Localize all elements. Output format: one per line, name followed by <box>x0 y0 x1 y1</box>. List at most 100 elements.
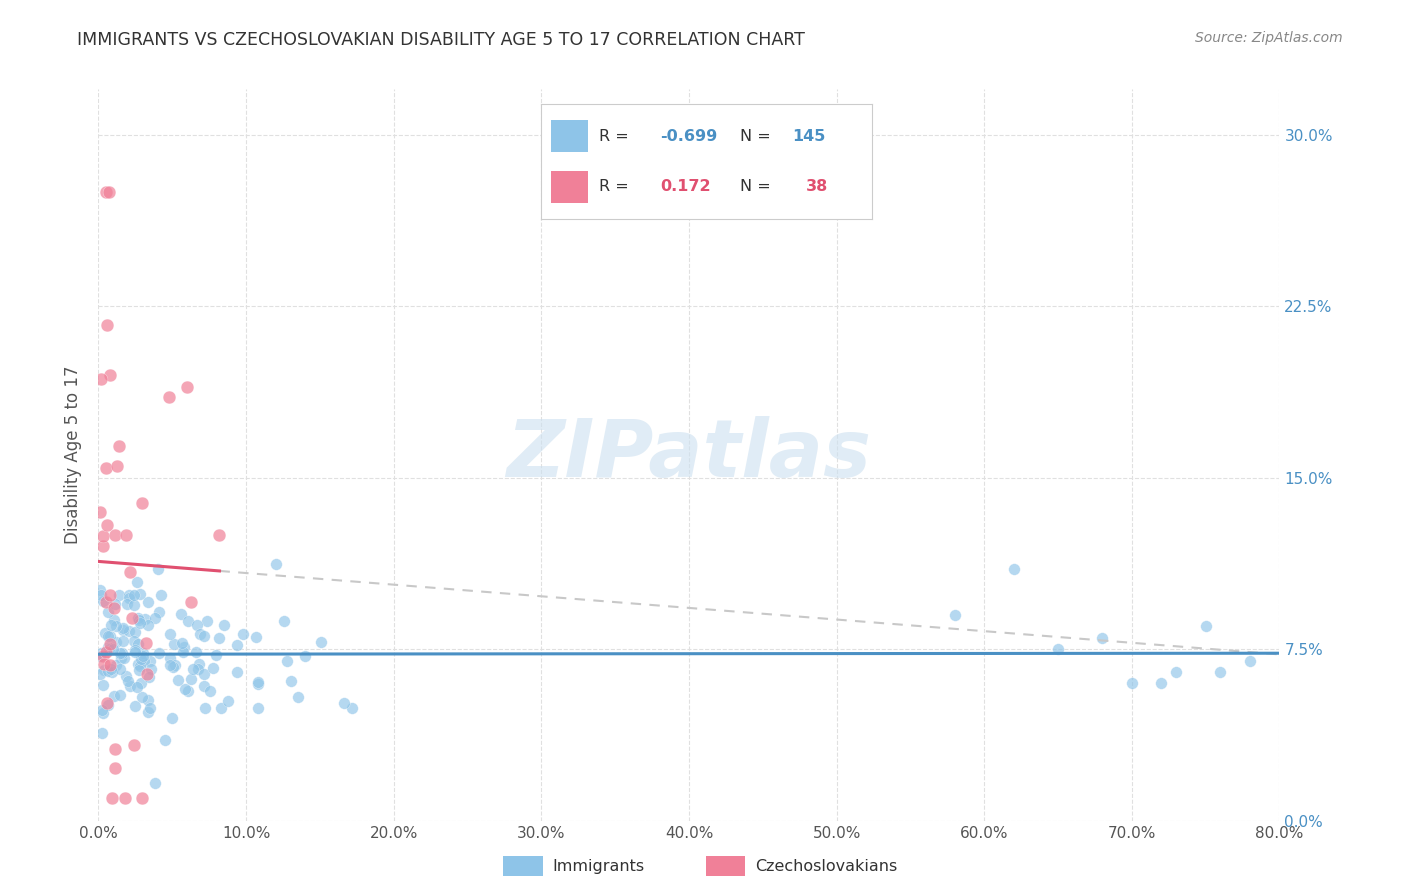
Text: 145: 145 <box>793 128 825 144</box>
Point <box>105 635 128 649</box>
Point <box>98 588 121 602</box>
Point <box>108 588 131 602</box>
Point <box>100 665 122 679</box>
Point <box>125 575 148 590</box>
Point <box>138 670 160 684</box>
Point <box>121 611 143 625</box>
Point <box>131 496 153 510</box>
Point <box>169 607 191 621</box>
Point <box>280 674 302 689</box>
Point <box>177 615 200 629</box>
Point <box>108 439 131 453</box>
Point <box>184 645 207 659</box>
Point <box>120 566 142 580</box>
Point <box>108 646 131 660</box>
Point <box>91 678 114 692</box>
Point <box>120 679 142 693</box>
Point <box>96 696 118 710</box>
Point <box>108 662 131 676</box>
Point <box>97 640 120 654</box>
Point <box>134 654 156 668</box>
Point <box>209 701 232 715</box>
Point <box>93 706 115 720</box>
Point <box>127 657 149 671</box>
Point <box>208 631 231 645</box>
Point <box>96 629 118 643</box>
Text: Immigrants: Immigrants <box>553 859 645 873</box>
Point <box>117 598 139 612</box>
Point <box>108 688 131 702</box>
Point <box>183 663 205 677</box>
Point <box>118 591 141 605</box>
Point <box>157 390 180 404</box>
Point <box>172 636 194 650</box>
Text: N =: N = <box>740 128 770 144</box>
Text: Source: ZipAtlas.com: Source: ZipAtlas.com <box>1195 31 1343 45</box>
Point <box>111 634 134 648</box>
Point <box>118 624 141 639</box>
Point <box>136 705 159 719</box>
Point <box>122 633 145 648</box>
Point <box>148 606 170 620</box>
Point <box>186 617 208 632</box>
Point <box>114 790 136 805</box>
Point <box>100 662 122 676</box>
Point <box>94 185 117 199</box>
Point <box>155 733 177 747</box>
Text: Czechoslovakians: Czechoslovakians <box>755 859 897 873</box>
Point <box>124 645 146 659</box>
Point <box>1209 665 1232 679</box>
Point <box>98 637 121 651</box>
Point <box>232 626 254 640</box>
Point <box>149 588 172 602</box>
Point <box>176 380 198 394</box>
Point <box>246 675 269 690</box>
Point <box>195 614 218 628</box>
Point <box>93 663 115 677</box>
Point <box>245 630 267 644</box>
Point <box>173 640 195 654</box>
Point <box>118 588 141 602</box>
Point <box>309 635 332 649</box>
Point <box>101 790 124 805</box>
Text: 38: 38 <box>806 179 828 194</box>
Point <box>217 694 239 708</box>
Point <box>273 615 295 629</box>
Text: N =: N = <box>740 179 770 194</box>
Point <box>136 618 159 632</box>
Point <box>276 654 298 668</box>
Point <box>193 667 215 681</box>
Point <box>89 582 111 597</box>
Text: R =: R = <box>599 128 628 144</box>
Point <box>103 690 125 704</box>
Point <box>159 651 181 665</box>
Point <box>201 661 224 675</box>
Point <box>212 618 235 632</box>
FancyBboxPatch shape <box>551 170 588 202</box>
Point <box>340 700 363 714</box>
Point <box>111 647 134 661</box>
Point <box>97 698 120 713</box>
Point <box>139 701 162 715</box>
Point <box>1091 631 1114 645</box>
Point <box>131 790 153 805</box>
Point <box>103 601 125 615</box>
Point <box>91 703 114 717</box>
Point <box>98 658 121 673</box>
Point <box>287 690 309 704</box>
Point <box>131 649 153 664</box>
Point <box>136 595 159 609</box>
Point <box>104 658 127 673</box>
Point <box>129 659 152 673</box>
Point <box>136 693 159 707</box>
Point <box>163 637 186 651</box>
Point <box>90 646 112 660</box>
Point <box>89 505 111 519</box>
Point <box>172 645 194 659</box>
Point <box>129 652 152 666</box>
Point <box>127 637 149 651</box>
Text: -0.699: -0.699 <box>661 128 717 144</box>
Text: IMMIGRANTS VS CZECHOSLOVAKIAN DISABILITY AGE 5 TO 17 CORRELATION CHART: IMMIGRANTS VS CZECHOSLOVAKIAN DISABILITY… <box>77 31 806 49</box>
Point <box>96 518 118 533</box>
Point <box>136 667 159 681</box>
